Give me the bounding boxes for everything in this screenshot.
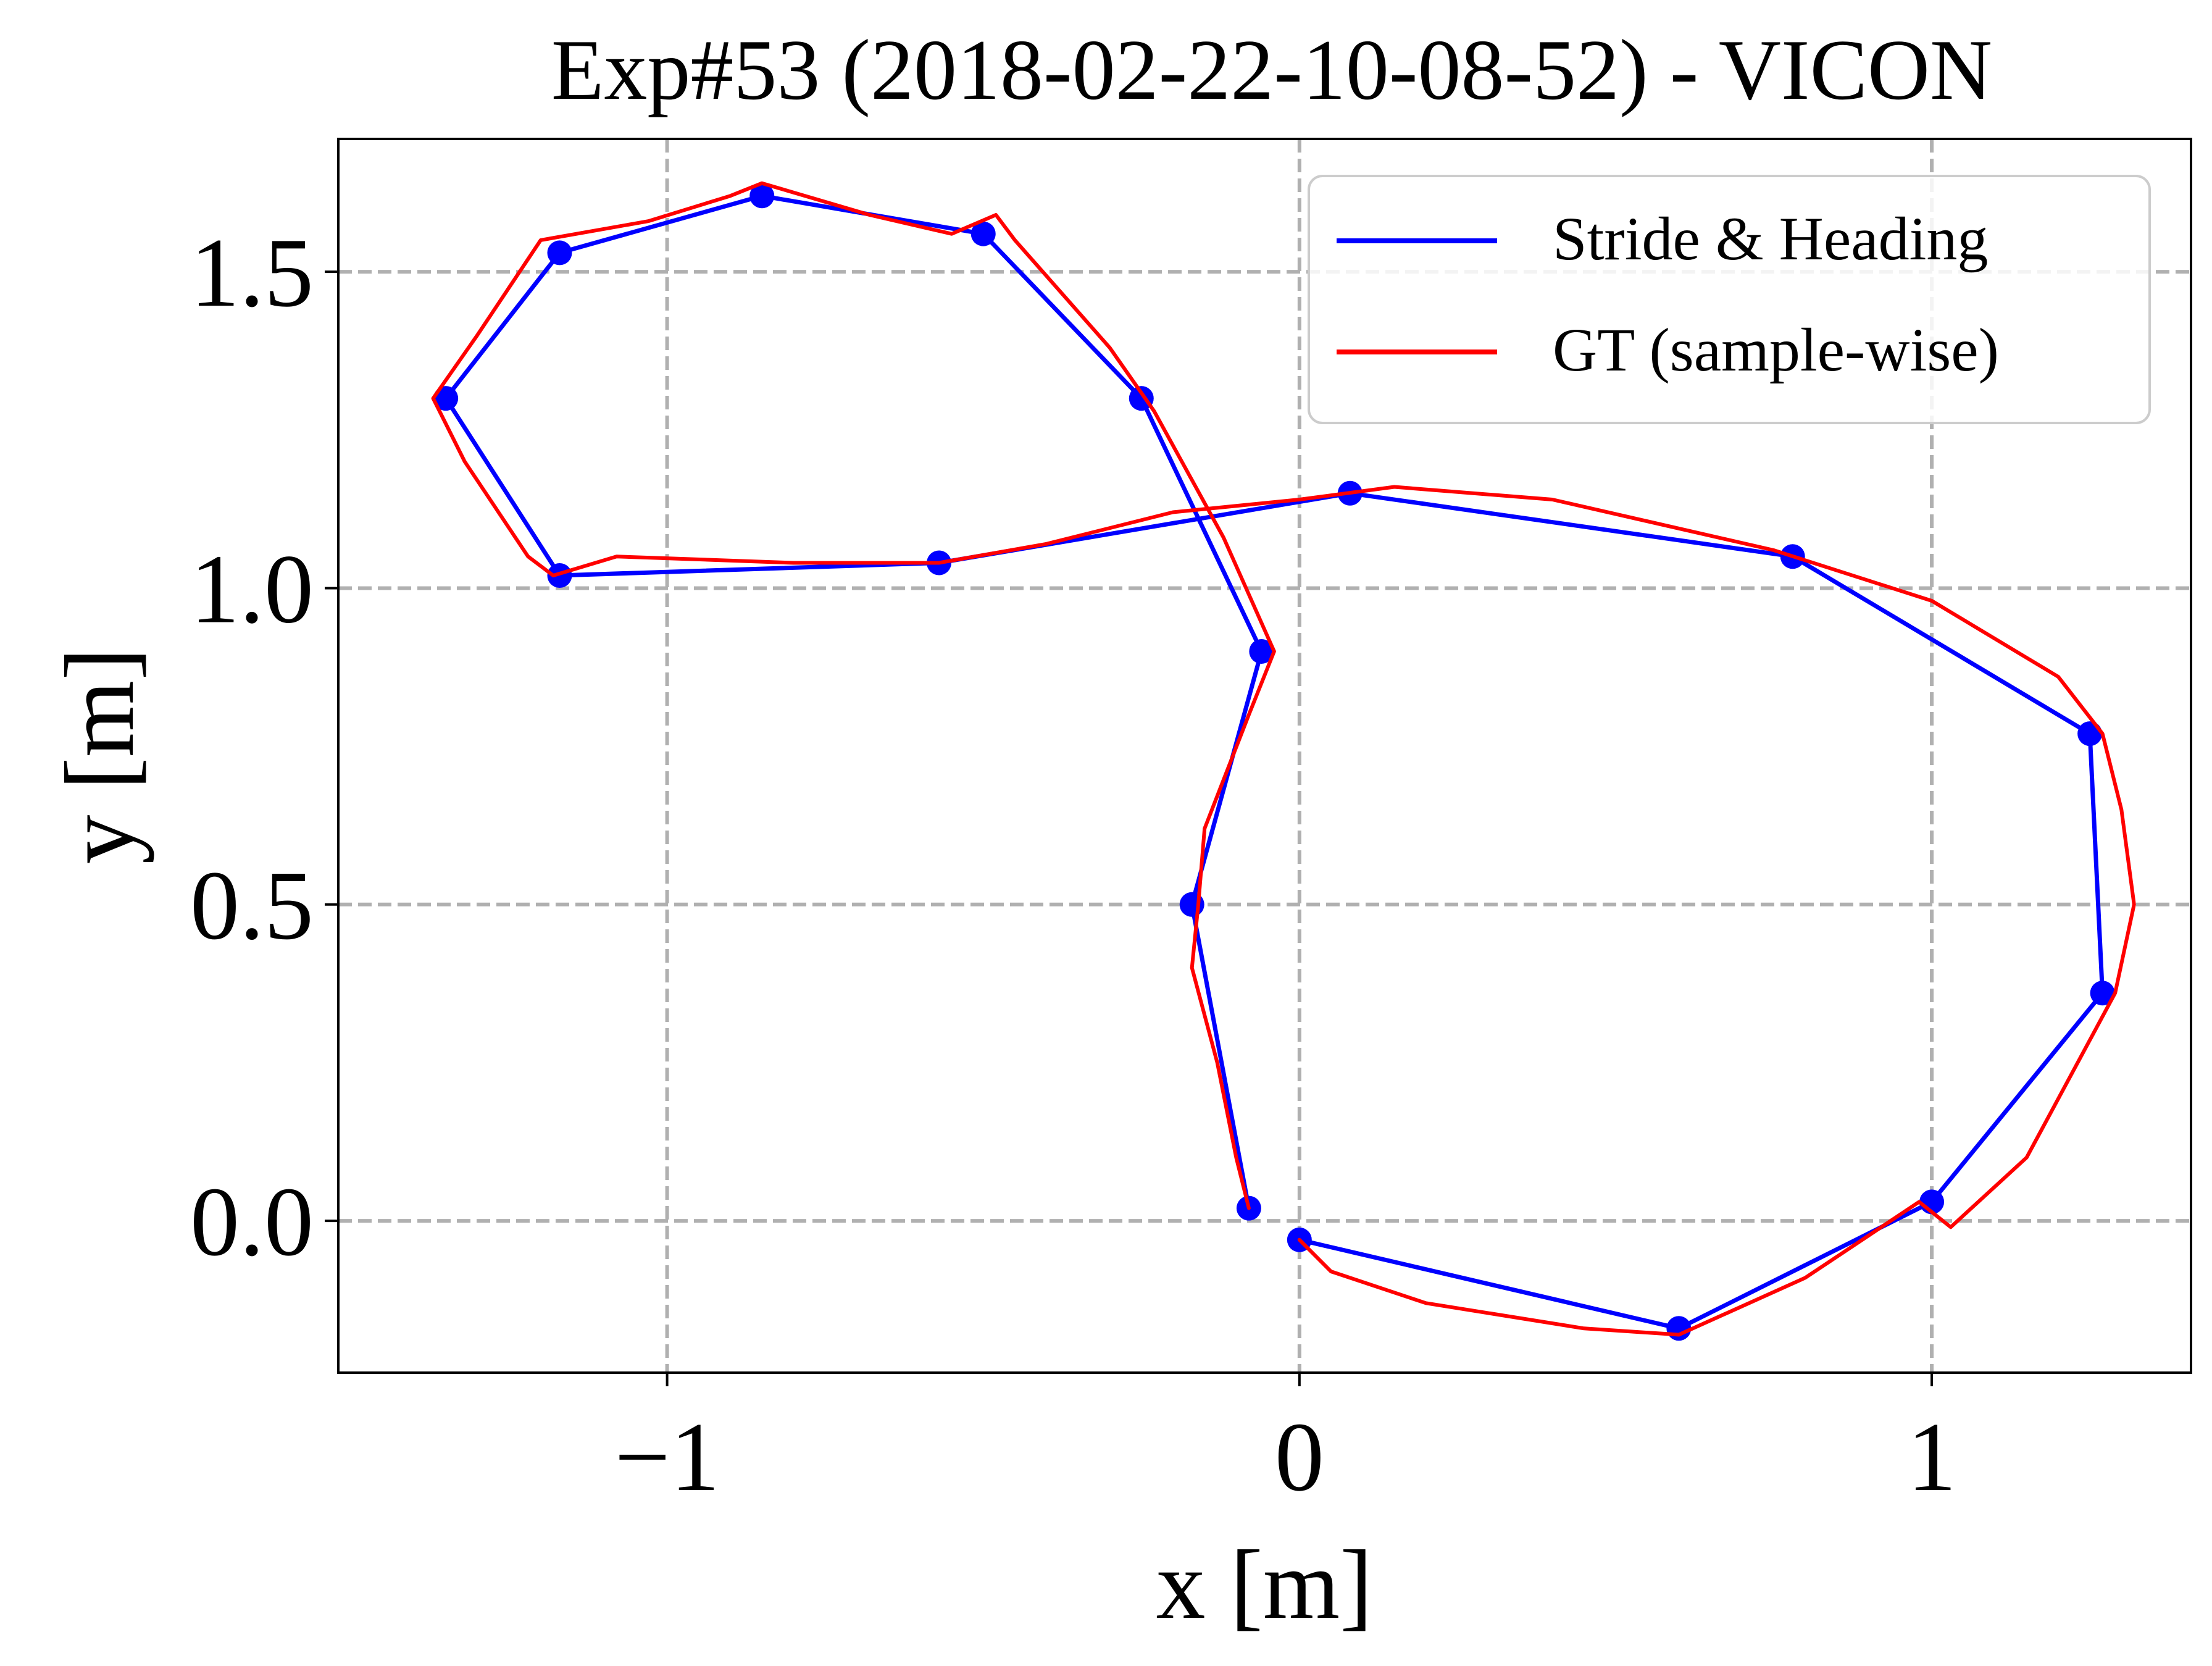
y-axis-ticks: 0.0 0.5 1.0 1.5 (190, 217, 338, 1276)
series-line-1 (431, 181, 2136, 1337)
x-tick-label: 1 (1907, 1402, 1956, 1512)
x-tick-label: −1 (614, 1402, 719, 1512)
x-axis-ticks: −1 0 1 (614, 1373, 1956, 1512)
legend-box (1308, 175, 2151, 424)
legend-label-gt: GT (sample-wise) (1553, 316, 1999, 384)
series-point-0 (547, 240, 572, 266)
x-tick-label: 0 (1275, 1402, 1324, 1512)
plot-area-frame (337, 138, 2192, 1374)
series-point-0 (1666, 1316, 1692, 1341)
y-tick-label: 1.0 (190, 534, 314, 643)
series-point-0 (2090, 981, 2115, 1006)
series-point-0 (749, 183, 775, 209)
y-axis-label: y [m] (44, 647, 154, 864)
series-point-0 (1249, 638, 1274, 664)
series-point-0 (970, 221, 996, 246)
y-tick-label: 0.5 (190, 850, 314, 960)
plot-series (431, 181, 2136, 1341)
chart-title: Exp#53 (2018-02-22-10-08-52) - VICON (551, 22, 1992, 118)
series-point-0 (2077, 721, 2103, 747)
legend-label-stride-heading: Stride & Heading (1553, 204, 1988, 273)
y-tick-label: 1.5 (190, 217, 314, 327)
x-axis-label: x [m] (1156, 1530, 1372, 1639)
y-tick-label: 0.0 (190, 1166, 314, 1276)
legend: Stride & Heading GT (sample-wise) (1308, 175, 2151, 424)
